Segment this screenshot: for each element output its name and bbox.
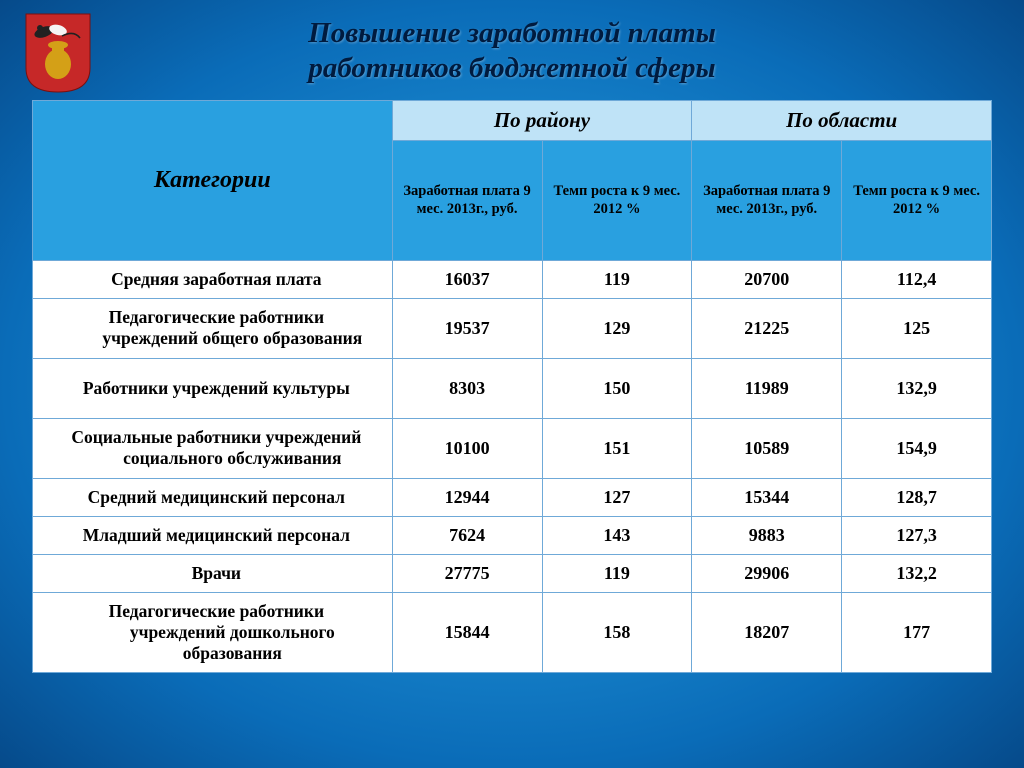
table-row: Врачи2777511929906132,2	[33, 554, 992, 592]
row-value: 21225	[692, 298, 842, 358]
table-row: Педагогические работникиучреждений общег…	[33, 298, 992, 358]
coat-of-arms-emblem	[22, 10, 94, 96]
table-row: Средняя заработная плата1603711920700112…	[33, 260, 992, 298]
row-value: 15844	[392, 592, 542, 672]
row-value: 119	[542, 554, 692, 592]
col-categories: Категории	[33, 100, 393, 260]
table-row: Средний медицинский персонал129441271534…	[33, 478, 992, 516]
row-value: 151	[542, 418, 692, 478]
row-value: 10589	[692, 418, 842, 478]
row-category: Средний медицинский персонал	[33, 478, 393, 516]
table-header: Категории По району По области Заработна…	[33, 100, 992, 260]
table-row: Социальные работники учрежденийсоциально…	[33, 418, 992, 478]
row-value: 132,2	[842, 554, 992, 592]
table-body: Средняя заработная плата1603711920700112…	[33, 260, 992, 672]
row-value: 18207	[692, 592, 842, 672]
row-category: Средняя заработная плата	[33, 260, 393, 298]
table-row: Педагогические работникиучреждений дошко…	[33, 592, 992, 672]
salary-table: Категории По району По области Заработна…	[32, 100, 992, 673]
row-value: 132,9	[842, 358, 992, 418]
row-value: 128,7	[842, 478, 992, 516]
row-value: 112,4	[842, 260, 992, 298]
row-value: 19537	[392, 298, 542, 358]
row-value: 119	[542, 260, 692, 298]
col-group-district: По району	[392, 100, 692, 140]
row-value: 10100	[392, 418, 542, 478]
row-value: 154,9	[842, 418, 992, 478]
row-value: 127	[542, 478, 692, 516]
row-value: 129	[542, 298, 692, 358]
row-value: 143	[542, 516, 692, 554]
col-group-region: По области	[692, 100, 992, 140]
row-value: 27775	[392, 554, 542, 592]
row-value: 12944	[392, 478, 542, 516]
row-value: 177	[842, 592, 992, 672]
row-value: 150	[542, 358, 692, 418]
row-value: 158	[542, 592, 692, 672]
row-value: 20700	[692, 260, 842, 298]
col-region-growth: Темп роста к 9 мес. 2012 %	[842, 140, 992, 260]
row-category: Работники учреждений культуры	[33, 358, 393, 418]
title-line1: Повышение заработной платы	[308, 17, 716, 49]
col-region-salary: Заработная плата 9 мес. 2013г., руб.	[692, 140, 842, 260]
col-district-salary: Заработная плата 9 мес. 2013г., руб.	[392, 140, 542, 260]
row-category: Врачи	[33, 554, 393, 592]
row-value: 16037	[392, 260, 542, 298]
row-value: 11989	[692, 358, 842, 418]
table-row: Работники учреждений культуры83031501198…	[33, 358, 992, 418]
row-category: Педагогические работникиучреждений дошко…	[33, 592, 393, 672]
row-value: 127,3	[842, 516, 992, 554]
row-value: 29906	[692, 554, 842, 592]
row-value: 7624	[392, 516, 542, 554]
row-category: Социальные работники учрежденийсоциально…	[33, 418, 393, 478]
row-category: Педагогические работникиучреждений общег…	[33, 298, 393, 358]
row-value: 9883	[692, 516, 842, 554]
row-value: 125	[842, 298, 992, 358]
row-value: 8303	[392, 358, 542, 418]
row-value: 15344	[692, 478, 842, 516]
shield-icon	[22, 10, 94, 96]
row-category: Младший медицинский персонал	[33, 516, 393, 554]
table-row: Младший медицинский персонал762414398831…	[33, 516, 992, 554]
page-title: Повышение заработной платы работников бю…	[0, 0, 1024, 86]
title-line2: работников бюджетной сферы	[308, 52, 715, 84]
col-district-growth: Темп роста к 9 мес. 2012 %	[542, 140, 692, 260]
